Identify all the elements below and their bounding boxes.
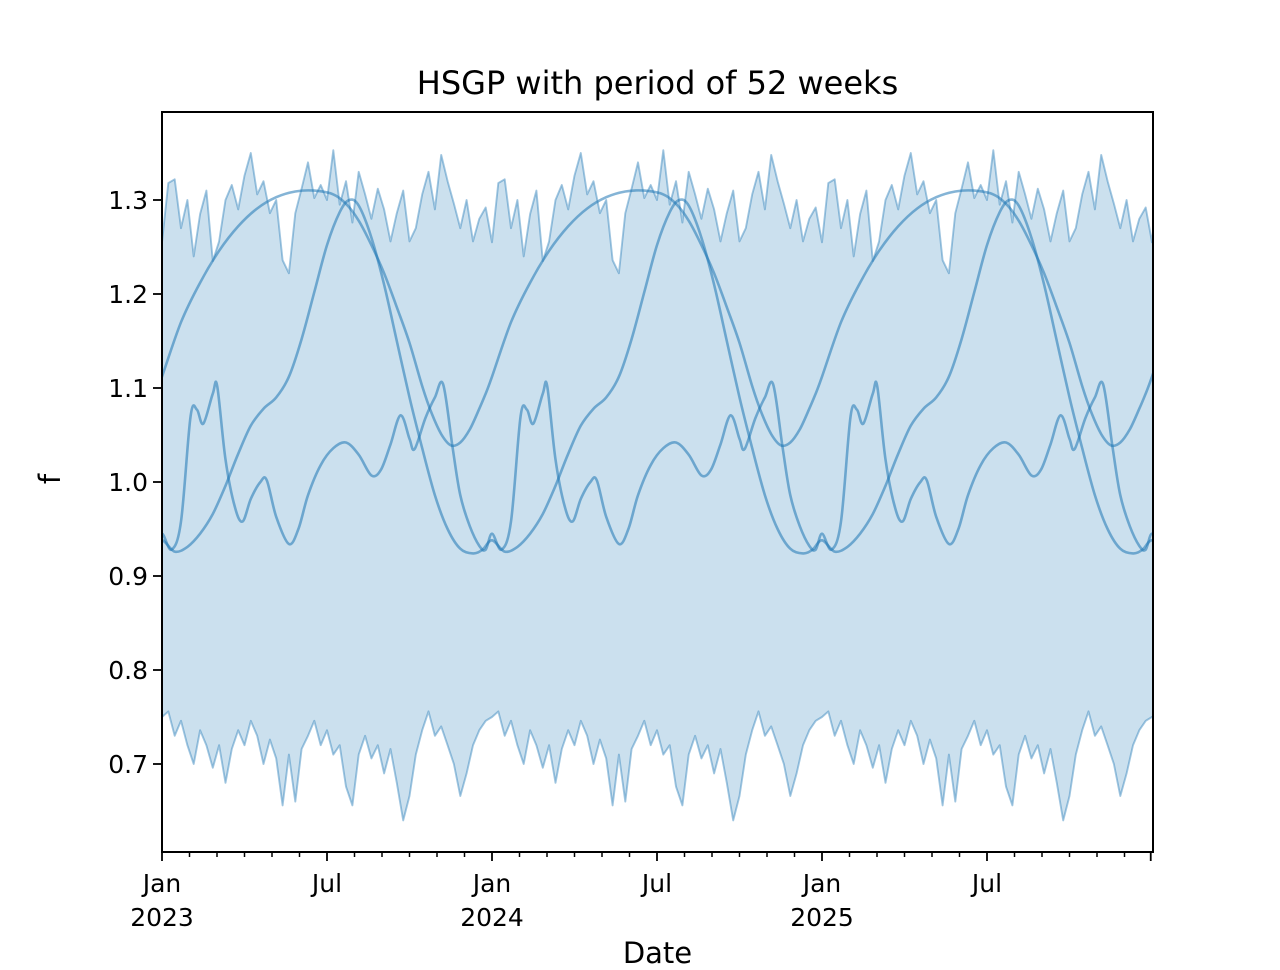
band-area: [162, 150, 1153, 821]
band-upper-edge: [162, 149, 1153, 275]
x-tick-label: Jul: [640, 869, 672, 898]
sample-curve-1: [162, 189, 1153, 448]
x-tick-label-year: 2025: [790, 903, 854, 932]
sample-curve-2: [162, 198, 1153, 555]
x-tick-label: Jan: [471, 869, 512, 898]
x-tick-label-year: 2024: [460, 903, 524, 932]
chart-title: HSGP with period of 52 weeks: [416, 64, 899, 102]
x-tick-label-year: 2023: [130, 903, 194, 932]
y-tick-label: 1.2: [108, 280, 148, 309]
x-axis-label: Date: [622, 936, 693, 970]
y-tick-label: 1.0: [108, 468, 148, 497]
x-tick-label: Jan: [801, 869, 842, 898]
band-lower-edge: [162, 710, 1153, 822]
y-tick-label: 0.8: [108, 656, 148, 685]
x-tick-label: Jul: [310, 869, 342, 898]
sample-curve-3: [162, 380, 1153, 552]
x-tick-label: Jul: [970, 869, 1002, 898]
x-tick-label: Jan: [141, 869, 182, 898]
y-tick-label: 0.7: [108, 750, 148, 779]
y-tick-label: 1.1: [108, 374, 148, 403]
y-tick-label: 1.3: [108, 186, 148, 215]
y-tick-label: 0.9: [108, 562, 148, 591]
